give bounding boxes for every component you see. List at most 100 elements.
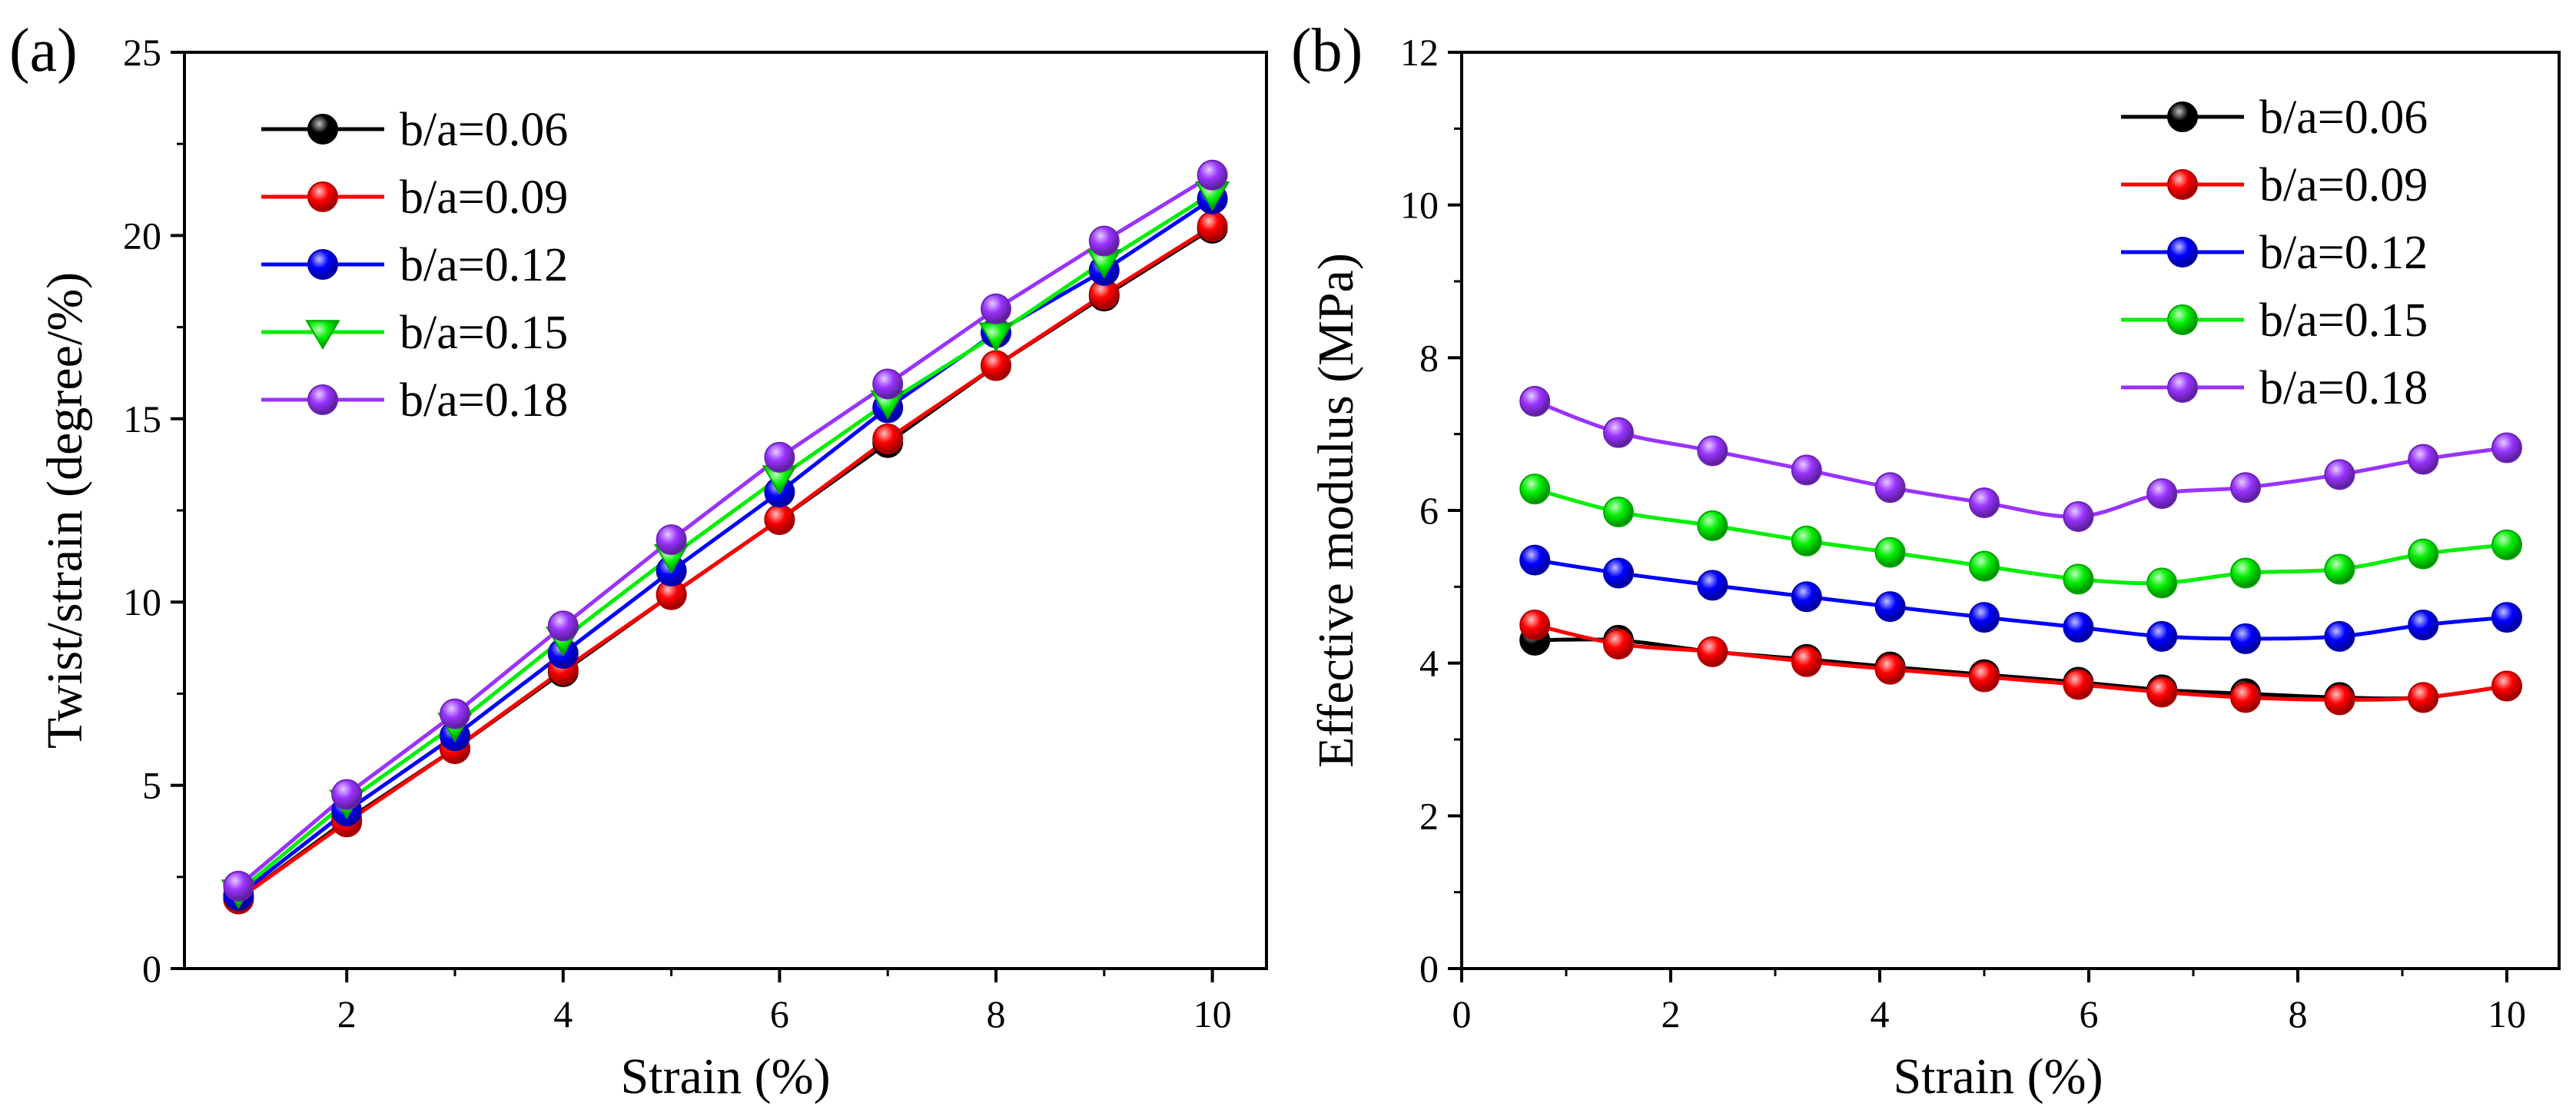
x-tick-label: 4: [1871, 992, 1890, 1035]
x-tick-label: 6: [2080, 992, 2099, 1035]
x-tick-label: 10: [1193, 992, 1232, 1035]
legend-marker: [2167, 169, 2198, 200]
legend-label: b/a=0.12: [400, 239, 568, 291]
data-point: [1603, 417, 1634, 448]
data-point: [1519, 474, 1551, 505]
data-point: [331, 779, 363, 810]
legend-label: b/a=0.12: [2259, 227, 2428, 279]
data-point: [1791, 646, 1822, 677]
data-point: [2324, 620, 2355, 652]
data-point: [2408, 538, 2439, 570]
legend-b: b/a=0.06 b/a=0.09 b/a=0.12 b/a=0.15 b/a=0.18: [2121, 91, 2428, 414]
y-axis-title-b: Effective modulus (MPa): [1308, 253, 1364, 768]
data-point: [981, 293, 1011, 324]
data-point: [440, 698, 470, 729]
data-point: [1874, 537, 1906, 568]
data-point: [2063, 669, 2094, 700]
data-point: [2146, 620, 2178, 652]
data-point: [2491, 602, 2522, 633]
chart-panel-a: (a) 2 4 6 8 10 0 5 10 15 20 25 Strain (%) Twist/st…: [9, 17, 1268, 1105]
data-point: [1969, 487, 2000, 519]
y-tick-label: 10: [123, 580, 161, 623]
x-tick-label: 2: [337, 992, 357, 1035]
y-tick-label: 6: [1419, 489, 1439, 532]
y-tick-label: 0: [1419, 947, 1439, 990]
data-point: [2230, 557, 2261, 589]
y-tick-label: 15: [123, 397, 161, 440]
legend-marker: [305, 320, 340, 350]
series-line-b/a=0.12: [237, 197, 1213, 897]
data-point: [2063, 500, 2094, 532]
data-point: [2146, 478, 2178, 510]
legend-label: b/a=0.09: [2259, 159, 2428, 211]
data-point: [1969, 661, 2000, 693]
legend-marker: [307, 384, 338, 415]
data-point: [2230, 682, 2261, 713]
data-point: [1791, 581, 1822, 613]
x-tick-label: 2: [1661, 992, 1681, 1035]
legend-label: b/a=0.15: [400, 307, 568, 359]
data-point: [2408, 682, 2439, 713]
x-axis-title-a: Strain (%): [620, 1049, 830, 1105]
plot-frame-a: [183, 51, 1268, 970]
legend-label: b/a=0.06: [400, 104, 568, 156]
data-point: [764, 441, 795, 473]
legend-label: b/a=0.15: [2259, 294, 2428, 347]
legend-label: b/a=0.18: [2259, 362, 2428, 414]
series-line-b/a=0.15: [237, 191, 1213, 893]
data-point: [1697, 570, 1728, 601]
data-point: [2408, 444, 2439, 475]
series-line-b/a=0.18: [237, 173, 1213, 888]
y-tick-label: 12: [1400, 31, 1439, 74]
x-tick-label: 4: [553, 992, 573, 1035]
y-tick-label: 25: [123, 31, 161, 74]
data-point: [1519, 385, 1551, 417]
data-point: [2324, 684, 2355, 716]
data-point: [1697, 510, 1728, 541]
legend-label: b/a=0.06: [2259, 91, 2428, 144]
data-point: [2324, 459, 2355, 490]
data-point: [2230, 623, 2261, 654]
data-point: [1969, 602, 2000, 633]
data-point: [1197, 159, 1228, 191]
data-point: [1603, 496, 1634, 527]
y-tick-label: 20: [123, 214, 161, 257]
y-tick-label: 8: [1419, 336, 1439, 379]
x-tick-label: 10: [2488, 992, 2526, 1035]
data-point: [1791, 525, 1822, 557]
data-point: [1088, 225, 1120, 257]
data-point: [764, 504, 795, 535]
x-tick-label: 6: [770, 992, 789, 1035]
legend-a: b/a=0.06 b/a=0.09 b/a=0.12 b/a=0.15 b/a=0.18: [261, 104, 568, 427]
data-point: [2324, 553, 2355, 585]
y-tick-label: 5: [142, 764, 161, 807]
x-tick-label: 0: [1452, 992, 1472, 1035]
legend-marker: [2167, 372, 2198, 403]
legend-label: b/a=0.18: [400, 374, 568, 427]
data-point: [1874, 472, 1906, 504]
data-point: [2146, 676, 2178, 708]
legend-marker: [2167, 101, 2198, 132]
panel-label-a: (a): [9, 17, 78, 85]
data-point: [656, 524, 687, 556]
x-tick-label: 8: [987, 992, 1006, 1035]
data-point: [1519, 544, 1551, 576]
data-point: [547, 610, 579, 642]
data-point: [1791, 454, 1822, 486]
data-point: [872, 368, 904, 400]
data-point: [2063, 611, 2094, 643]
data-point: [1697, 636, 1728, 667]
data-point: [2408, 610, 2439, 640]
data-point: [1519, 610, 1551, 640]
data-point: [872, 424, 904, 455]
data-point: [1969, 550, 2000, 582]
data-point: [2063, 563, 2094, 595]
legend-marker: [307, 249, 338, 280]
legend-label: b/a=0.09: [400, 171, 568, 224]
y-tick-label: 0: [142, 947, 161, 990]
data-point: [2491, 432, 2522, 464]
data-point: [1197, 211, 1228, 242]
data-point: [1603, 557, 1634, 589]
data-point: [2230, 472, 2261, 504]
